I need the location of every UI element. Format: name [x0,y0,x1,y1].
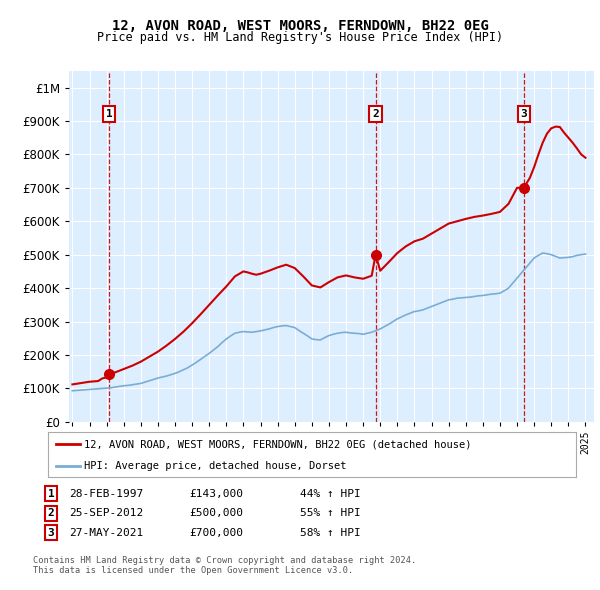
Text: 58% ↑ HPI: 58% ↑ HPI [300,528,361,537]
Text: £143,000: £143,000 [189,489,243,499]
Text: Contains HM Land Registry data © Crown copyright and database right 2024.: Contains HM Land Registry data © Crown c… [33,556,416,565]
Text: 25-SEP-2012: 25-SEP-2012 [69,509,143,518]
Text: 3: 3 [47,528,55,537]
Text: This data is licensed under the Open Government Licence v3.0.: This data is licensed under the Open Gov… [33,566,353,575]
Text: 27-MAY-2021: 27-MAY-2021 [69,528,143,537]
Text: 55% ↑ HPI: 55% ↑ HPI [300,509,361,518]
Text: 44% ↑ HPI: 44% ↑ HPI [300,489,361,499]
Text: Price paid vs. HM Land Registry's House Price Index (HPI): Price paid vs. HM Land Registry's House … [97,31,503,44]
Text: 3: 3 [521,109,527,119]
Text: 2: 2 [372,109,379,119]
Text: 12, AVON ROAD, WEST MOORS, FERNDOWN, BH22 0EG (detached house): 12, AVON ROAD, WEST MOORS, FERNDOWN, BH2… [84,440,472,450]
Text: 1: 1 [47,489,55,499]
Text: £700,000: £700,000 [189,528,243,537]
Text: HPI: Average price, detached house, Dorset: HPI: Average price, detached house, Dors… [84,461,346,471]
Text: 28-FEB-1997: 28-FEB-1997 [69,489,143,499]
Text: £500,000: £500,000 [189,509,243,518]
Text: 2: 2 [47,509,55,518]
Text: 1: 1 [106,109,113,119]
Text: 12, AVON ROAD, WEST MOORS, FERNDOWN, BH22 0EG: 12, AVON ROAD, WEST MOORS, FERNDOWN, BH2… [112,19,488,33]
